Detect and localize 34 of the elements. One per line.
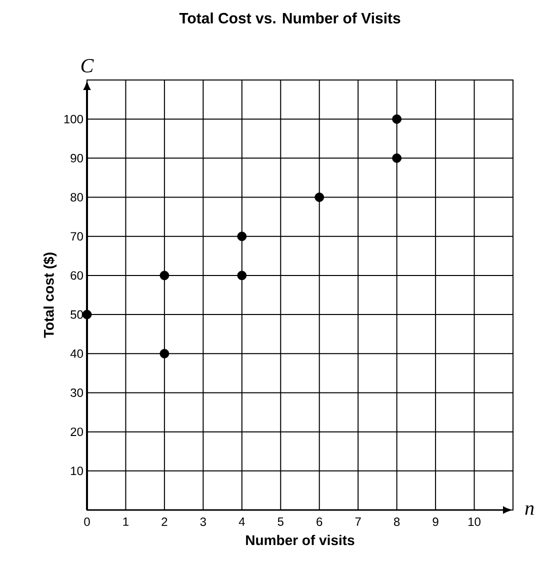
y-tick-label: 60 bbox=[70, 271, 84, 280]
y-tick-label: 90 bbox=[70, 154, 84, 162]
point bbox=[237, 270, 247, 280]
point bbox=[82, 310, 92, 320]
point bbox=[160, 348, 170, 358]
y-tick-label: 100 bbox=[64, 114, 84, 124]
x-tick-label: 1 bbox=[123, 518, 129, 526]
y-axis-title: Total cost ($) bbox=[43, 252, 57, 338]
point bbox=[314, 192, 324, 202]
text: n bbox=[525, 505, 534, 515]
x-tick-label: 3 bbox=[200, 518, 206, 526]
y-tick-label: 40 bbox=[70, 349, 84, 358]
x-tick-label: 4 bbox=[238, 518, 245, 526]
y-tick-label: 80 bbox=[70, 193, 84, 202]
x-tick-label: 8 bbox=[394, 518, 400, 526]
y-tick-label: 30 bbox=[70, 388, 84, 397]
point bbox=[392, 153, 402, 163]
y-tick-label: 70 bbox=[70, 232, 84, 241]
x-axis-title: Number of visits bbox=[246, 534, 354, 546]
x-tick-label: 9 bbox=[432, 518, 438, 526]
point bbox=[160, 270, 170, 280]
point bbox=[237, 232, 247, 242]
y-tick-label: 50 bbox=[70, 310, 84, 319]
x-tick-label: 10 bbox=[468, 518, 481, 526]
x-tick-label: 6 bbox=[316, 518, 322, 526]
x-tick-label: 2 bbox=[162, 518, 168, 526]
point bbox=[392, 114, 402, 124]
x-tick-label: 7 bbox=[355, 518, 361, 526]
text: C bbox=[82, 59, 94, 72]
chart-title: Total Cost vs. Number of Visits bbox=[179, 12, 400, 24]
y-tick-label: 10 bbox=[71, 466, 84, 476]
x-tick-label: 5 bbox=[278, 518, 284, 526]
x-tick-label: 0 bbox=[84, 518, 90, 526]
y-tick-label: 20 bbox=[70, 428, 84, 436]
